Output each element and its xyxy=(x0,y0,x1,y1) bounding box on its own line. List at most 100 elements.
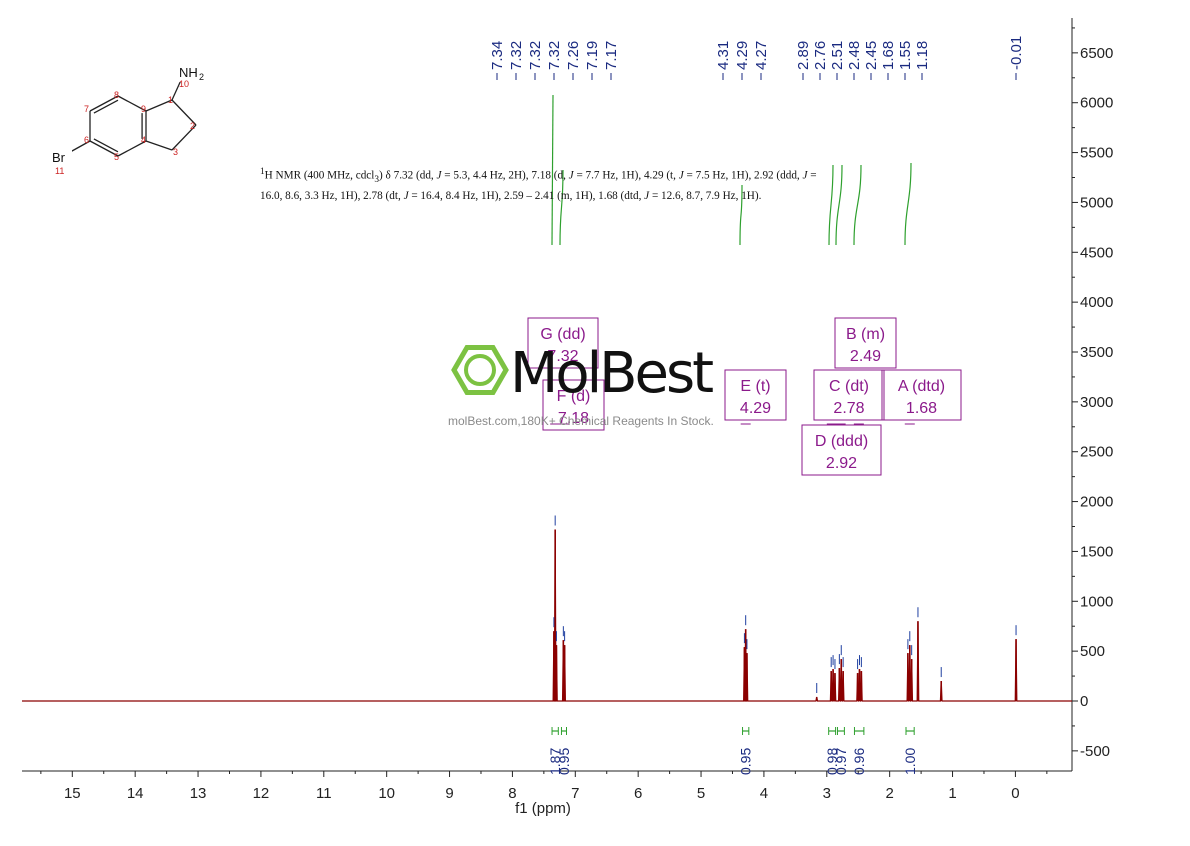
peak-label: 2.45 xyxy=(863,41,880,70)
peak-label: 7.26 xyxy=(565,41,582,70)
integral-value: 0.96 xyxy=(851,748,867,775)
atom-number: 7 xyxy=(84,104,89,114)
y-tick-label: 2500 xyxy=(1080,444,1113,461)
x-tick-label: 13 xyxy=(190,785,207,802)
logo-hexagon xyxy=(451,344,509,396)
multiplet-shift: 7.32 xyxy=(547,348,578,365)
peak-label: 7.32 xyxy=(508,41,525,70)
multiplet-boxes: G (dd) 7.32 F (d) 7.18 E (t) 4.29 D (ddd) 2.92 C… xyxy=(527,317,962,476)
bond xyxy=(89,140,119,157)
nmr-j: J xyxy=(802,169,808,182)
nmr-sup: 1 xyxy=(260,167,265,177)
bond xyxy=(117,140,147,157)
y-tick-label: 0 xyxy=(1080,693,1088,710)
atom-number: 5 xyxy=(114,152,119,162)
integral-value: 0.98 xyxy=(824,748,840,775)
x-tick-label: 7 xyxy=(571,785,579,802)
multiplet-name: B (m) xyxy=(846,326,885,343)
nmr-seg3: = 7.5 Hz, 1H), 2.92 (ddd, xyxy=(683,169,803,182)
peak-label: 2.51 xyxy=(829,41,846,70)
y-tick-label: 1000 xyxy=(1080,593,1113,610)
bond xyxy=(89,95,119,112)
peak-label: 1.55 xyxy=(897,41,914,70)
x-tick-label: 2 xyxy=(885,785,893,802)
spectrum-line xyxy=(22,529,1072,702)
x-tick-label: 15 xyxy=(64,785,81,802)
amine-label: NH xyxy=(179,65,198,80)
integral-curve xyxy=(853,164,862,246)
nmr-line1: H NMR (400 MHz, cdcl xyxy=(264,169,375,182)
x-tick-label: 3 xyxy=(823,785,831,802)
x-tick-label: 5 xyxy=(697,785,705,802)
multiplet-name: F (d) xyxy=(557,388,591,405)
atom-number: 9 xyxy=(141,104,146,114)
atom-number: 3 xyxy=(173,147,178,157)
y-tick-label: 4500 xyxy=(1080,244,1113,261)
multiplet-box xyxy=(542,379,605,431)
y-tick-label: 3500 xyxy=(1080,344,1113,361)
atom-mask xyxy=(175,62,211,82)
molbest-logo-icon xyxy=(451,344,509,396)
nmr-j: J xyxy=(436,169,442,182)
peak-label: 7.19 xyxy=(584,41,601,70)
x-tick-label: 14 xyxy=(127,785,144,802)
double-bond xyxy=(93,138,119,153)
integral-labels: 1.870.95 0.95 0.980.97 0.96 1.00 xyxy=(547,727,918,775)
nmr-seg1: = 5.3, 4.4 Hz, 2H), 7.18 (d, xyxy=(441,169,569,182)
y-tick-label: 2000 xyxy=(1080,494,1113,511)
peak-label: 1.18 xyxy=(914,41,931,70)
peak-label: 2.48 xyxy=(846,41,863,70)
atom-number: 10 xyxy=(179,79,189,89)
integral-curves xyxy=(551,94,912,246)
y-tick-label: 6500 xyxy=(1080,45,1113,62)
multiplet-shift: 2.92 xyxy=(826,455,857,472)
peak-label: 4.27 xyxy=(753,41,770,70)
multiplet-name: E (t) xyxy=(740,378,770,395)
integral-value: 1.87 xyxy=(547,748,563,775)
atom-number: 2 xyxy=(190,121,195,131)
nmr-seg5: = 16.4, 8.4 Hz, 1H), 2.59 – 2.41 (m, 1H)… xyxy=(408,189,645,202)
multiplet-shift: 2.78 xyxy=(833,400,864,417)
nmr-seg4: = 16.0, 8.6, 3.3 Hz, 1H), 2.78 (dt, xyxy=(260,169,817,202)
multiplet-box xyxy=(527,317,599,369)
peak-label: 4.31 xyxy=(715,41,732,70)
multiplet-name: A (dtd) xyxy=(898,378,945,395)
integral-curve xyxy=(904,162,912,246)
x-axis-title: f1 (ppm) xyxy=(515,800,571,817)
x-tick-label: 1 xyxy=(948,785,956,802)
y-tick-label: 6000 xyxy=(1080,95,1113,112)
multiplet-shift: 4.29 xyxy=(740,400,771,417)
peak-label: -0.01 xyxy=(1008,36,1025,70)
axes: 15 14 13 12 11 10 9 8 7 6 5 4 3 2 1 0f1 (ppm)-500050010… xyxy=(22,18,1113,817)
multiplet-name: D (ddd) xyxy=(815,433,868,450)
peak-label: 7.17 xyxy=(603,41,620,70)
nmr-line2: ) δ 7.32 (dd, xyxy=(379,169,437,182)
x-tick-label: 10 xyxy=(378,785,395,802)
nmr-seg6: = 12.6, 8.7, 7.9 Hz, 1H). xyxy=(649,189,762,202)
nmr-j: J xyxy=(644,189,650,202)
amine-subscript: 2 xyxy=(199,72,204,82)
nmr-j: J xyxy=(678,169,684,182)
x-tick-label: 11 xyxy=(316,785,332,802)
multiplet-shift: 2.49 xyxy=(850,348,881,365)
y-tick-label: 500 xyxy=(1080,643,1105,660)
integral-curve xyxy=(835,164,843,246)
y-tick-label: -500 xyxy=(1080,743,1110,760)
y-tick-label: 5000 xyxy=(1080,194,1113,211)
bond xyxy=(145,140,173,151)
peak-label: 7.34 xyxy=(489,41,506,70)
watermark-brand: MolBest xyxy=(510,341,714,406)
nmr-description: 1H NMR (400 MHz, cdcl3) δ 7.32 (dd, J = … xyxy=(260,164,820,204)
atom-mask xyxy=(50,148,72,165)
atom-number: 11 xyxy=(55,166,64,176)
multiplet-shift: 1.68 xyxy=(906,400,937,417)
watermark-url: molBest.com,180K+ Chemical Reagents In S… xyxy=(448,414,714,428)
integral-value: 0.95 xyxy=(556,748,572,775)
multiplet-name: C (dt) xyxy=(829,378,869,395)
integral-curve xyxy=(559,169,564,246)
multiplet-box xyxy=(881,369,962,421)
peak-label: 7.32 xyxy=(546,41,563,70)
